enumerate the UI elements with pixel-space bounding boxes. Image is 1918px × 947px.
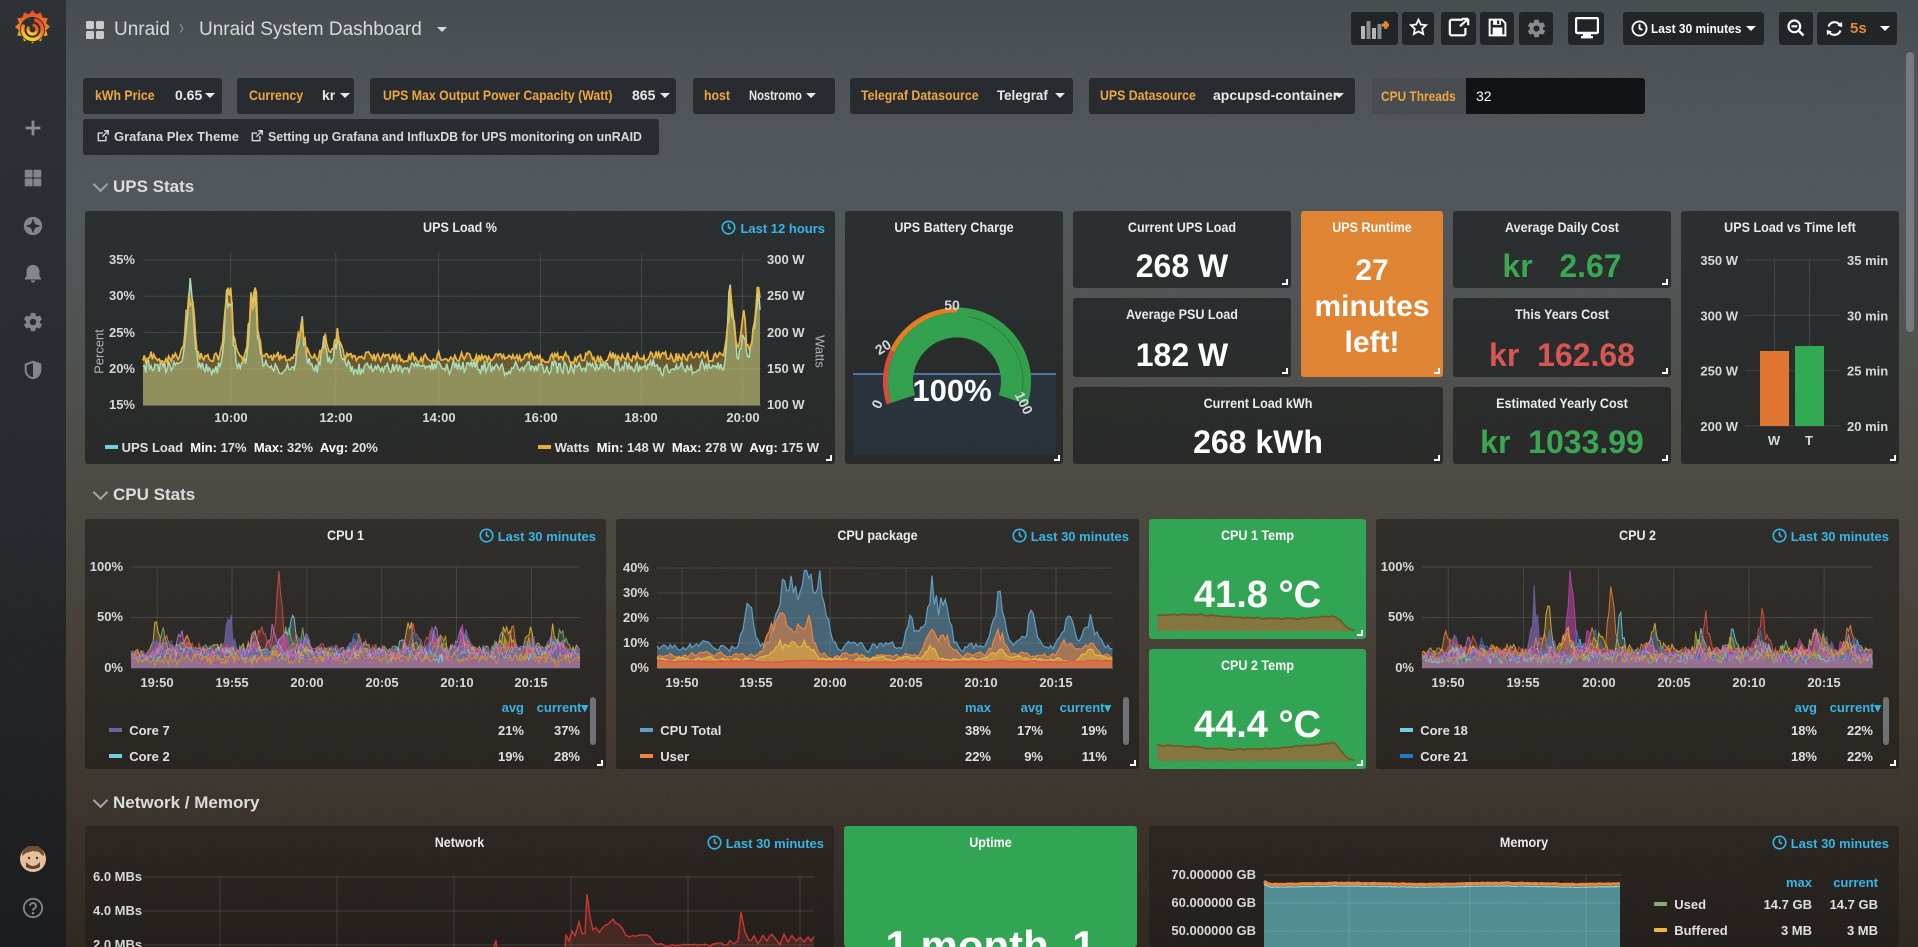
svg-text:35 min: 35 min — [1847, 253, 1888, 268]
svg-text:50: 50 — [944, 297, 960, 313]
svg-text:W: W — [1768, 433, 1781, 448]
svg-text:25 min: 25 min — [1847, 364, 1888, 379]
svg-text:350 W: 350 W — [1700, 253, 1738, 268]
svg-text:250 W: 250 W — [1700, 364, 1738, 379]
svg-text:100%: 100% — [912, 373, 991, 408]
svg-text:200 W: 200 W — [1700, 419, 1738, 434]
svg-text:20 min: 20 min — [1847, 419, 1888, 434]
svg-text:300 W: 300 W — [1700, 308, 1738, 323]
svg-text:T: T — [1805, 433, 1813, 448]
svg-text:30 min: 30 min — [1847, 308, 1888, 323]
